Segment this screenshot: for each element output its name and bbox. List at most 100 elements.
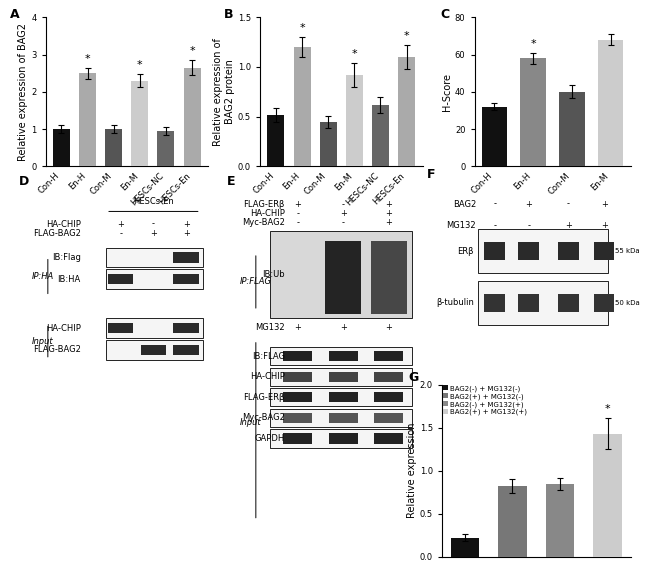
- Bar: [521, 58, 546, 166]
- Text: D: D: [19, 175, 29, 188]
- Text: BAG2: BAG2: [452, 200, 476, 208]
- Text: -: -: [342, 218, 345, 227]
- Bar: [329, 371, 358, 382]
- Text: MG132: MG132: [447, 221, 476, 230]
- Text: -: -: [493, 221, 497, 230]
- Bar: [270, 429, 412, 448]
- Text: +: +: [183, 230, 190, 238]
- Bar: [270, 347, 412, 365]
- Y-axis label: Relative expression of
BAG2 protein: Relative expression of BAG2 protein: [213, 38, 235, 146]
- Bar: [325, 241, 361, 315]
- Text: +: +: [183, 220, 190, 228]
- Text: β-tubulin: β-tubulin: [436, 298, 474, 307]
- Text: +: +: [340, 209, 346, 218]
- Text: *: *: [137, 60, 142, 70]
- Bar: [374, 392, 403, 402]
- Text: *: *: [404, 32, 410, 41]
- Text: -: -: [119, 230, 122, 238]
- Bar: [106, 247, 203, 267]
- Text: IB:HA: IB:HA: [57, 275, 81, 284]
- Bar: [329, 351, 358, 361]
- Bar: [374, 371, 403, 382]
- Bar: [518, 242, 539, 260]
- Bar: [320, 122, 337, 166]
- Bar: [370, 241, 407, 315]
- Bar: [106, 269, 203, 289]
- Bar: [593, 242, 614, 260]
- Text: *: *: [84, 54, 90, 64]
- Text: -: -: [527, 221, 530, 230]
- Text: FLAG-BAG2: FLAG-BAG2: [32, 345, 81, 354]
- Text: +: +: [525, 200, 532, 208]
- Text: +: +: [385, 323, 392, 332]
- Text: 50 kDa: 50 kDa: [616, 300, 640, 306]
- Bar: [283, 351, 312, 361]
- Bar: [270, 368, 412, 386]
- Text: FLAG-ERβ: FLAG-ERβ: [244, 393, 285, 402]
- Text: Myc-BAG2: Myc-BAG2: [242, 218, 285, 227]
- Bar: [518, 294, 539, 312]
- Bar: [174, 274, 199, 284]
- Bar: [329, 433, 358, 444]
- Y-axis label: Relative expression of BAG2: Relative expression of BAG2: [18, 23, 29, 161]
- Text: +: +: [117, 220, 124, 228]
- Bar: [478, 229, 608, 273]
- Bar: [294, 47, 311, 166]
- Text: HESCs-En: HESCs-En: [133, 197, 174, 206]
- Text: A: A: [10, 8, 20, 21]
- Text: *: *: [299, 24, 305, 33]
- Text: +: +: [601, 200, 608, 208]
- Bar: [498, 486, 527, 557]
- Text: *: *: [189, 46, 195, 56]
- Bar: [53, 129, 70, 166]
- Text: C: C: [440, 8, 449, 21]
- Text: -: -: [296, 209, 299, 218]
- Bar: [283, 371, 312, 382]
- Text: -: -: [152, 220, 155, 228]
- Text: HA-CHIP: HA-CHIP: [46, 324, 81, 332]
- Bar: [374, 351, 403, 361]
- Bar: [106, 340, 203, 360]
- Bar: [270, 409, 412, 427]
- Bar: [398, 57, 415, 166]
- Text: IP:FLAG: IP:FLAG: [239, 277, 272, 286]
- Bar: [598, 40, 623, 166]
- Bar: [558, 294, 579, 312]
- Text: HA-CHIP: HA-CHIP: [46, 220, 81, 228]
- Text: IB:FLAG: IB:FLAG: [252, 352, 285, 360]
- Text: F: F: [427, 168, 436, 181]
- Bar: [478, 281, 608, 325]
- Bar: [374, 433, 403, 444]
- Text: IB:Flag: IB:Flag: [52, 253, 81, 262]
- Text: -: -: [342, 200, 345, 209]
- Text: E: E: [227, 175, 235, 188]
- Bar: [79, 73, 96, 166]
- Bar: [283, 413, 312, 423]
- Text: ERβ: ERβ: [458, 247, 474, 255]
- Text: IP:HA: IP:HA: [31, 272, 54, 281]
- Bar: [270, 231, 412, 318]
- Y-axis label: H-Score: H-Score: [442, 73, 452, 111]
- Text: +: +: [565, 221, 572, 230]
- Bar: [546, 483, 575, 557]
- Bar: [374, 413, 403, 423]
- Text: +: +: [385, 218, 392, 227]
- Text: +: +: [294, 323, 301, 332]
- Text: +: +: [601, 221, 608, 230]
- Text: B: B: [224, 8, 234, 21]
- Text: 55 kDa: 55 kDa: [616, 248, 640, 254]
- Bar: [183, 68, 201, 166]
- Bar: [283, 433, 312, 444]
- Text: Myc-BAG2: Myc-BAG2: [242, 413, 285, 422]
- Text: FLAG-ERβ: FLAG-ERβ: [244, 200, 285, 209]
- Legend: BAG2(-) + MG132(-), BAG2(+) + MG132(-), BAG2(-) + MG132(+), BAG2(+) + MG132(+): BAG2(-) + MG132(-), BAG2(+) + MG132(-), …: [443, 385, 527, 416]
- Text: +: +: [385, 209, 392, 218]
- Bar: [108, 274, 133, 284]
- Bar: [593, 294, 614, 312]
- Text: Input: Input: [31, 337, 53, 346]
- Text: +: +: [340, 323, 346, 332]
- Text: HA-CHIP: HA-CHIP: [250, 209, 285, 218]
- Bar: [559, 92, 584, 166]
- Bar: [174, 345, 199, 355]
- Text: +: +: [294, 200, 301, 209]
